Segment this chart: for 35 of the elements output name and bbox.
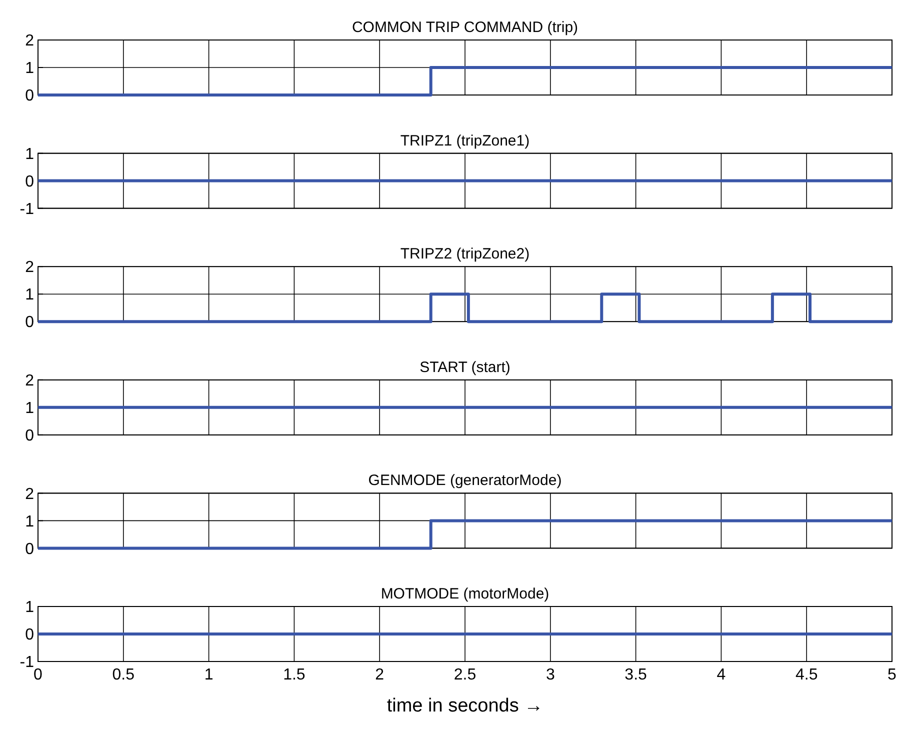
x-tick-label: 3 — [546, 666, 555, 684]
chart-title: TRIPZ2 (tripZone2) — [400, 246, 530, 263]
y-tick-label: 0 — [25, 626, 34, 644]
x-tick-label: 0.5 — [112, 666, 135, 684]
x-tick-label: 4.5 — [795, 666, 818, 684]
chart-title: MOTMODE (motorMode) — [380, 586, 550, 602]
chart-title: START (start) — [420, 358, 510, 376]
chart-title: TRIPZ1 (tripZone1) — [400, 132, 530, 150]
x-tick-label: 1.5 — [283, 666, 306, 684]
x-tick-label: 3.5 — [624, 666, 648, 684]
y-tick-label: 1 — [25, 513, 34, 530]
y-tick-label: 1 — [25, 286, 34, 304]
y-tick-label: 1 — [25, 400, 34, 417]
y-tick-label: 1 — [25, 146, 34, 163]
x-tick-label: 2 — [375, 666, 384, 684]
y-tick-label: 1 — [25, 599, 34, 616]
y-tick-label: 0 — [25, 314, 34, 332]
x-tick-label: 1 — [204, 666, 214, 684]
y-tick-label: 2 — [25, 259, 34, 276]
y-tick-label: 2 — [25, 372, 34, 390]
y-tick-label: 0 — [25, 540, 34, 558]
x-tick-label: 2.5 — [454, 666, 476, 684]
y-tick-label: 2 — [25, 486, 34, 503]
y-tick-label: 2 — [25, 32, 34, 50]
x-axis-title: time in seconds → — [386, 696, 544, 716]
y-tick-label: 0 — [25, 173, 34, 190]
y-tick-label: -1 — [20, 654, 34, 672]
y-tick-label: -1 — [20, 200, 34, 218]
x-tick-label: 4 — [716, 666, 726, 684]
x-tick-label: 5 — [888, 666, 897, 684]
y-tick-label: 1 — [25, 60, 34, 78]
chart-title: GENMODE (generatorMode) — [368, 472, 562, 490]
y-tick-label: 0 — [25, 428, 34, 444]
y-tick-label: 0 — [25, 88, 34, 105]
chart-title: COMMON TRIP COMMAND (trip) — [352, 19, 578, 36]
